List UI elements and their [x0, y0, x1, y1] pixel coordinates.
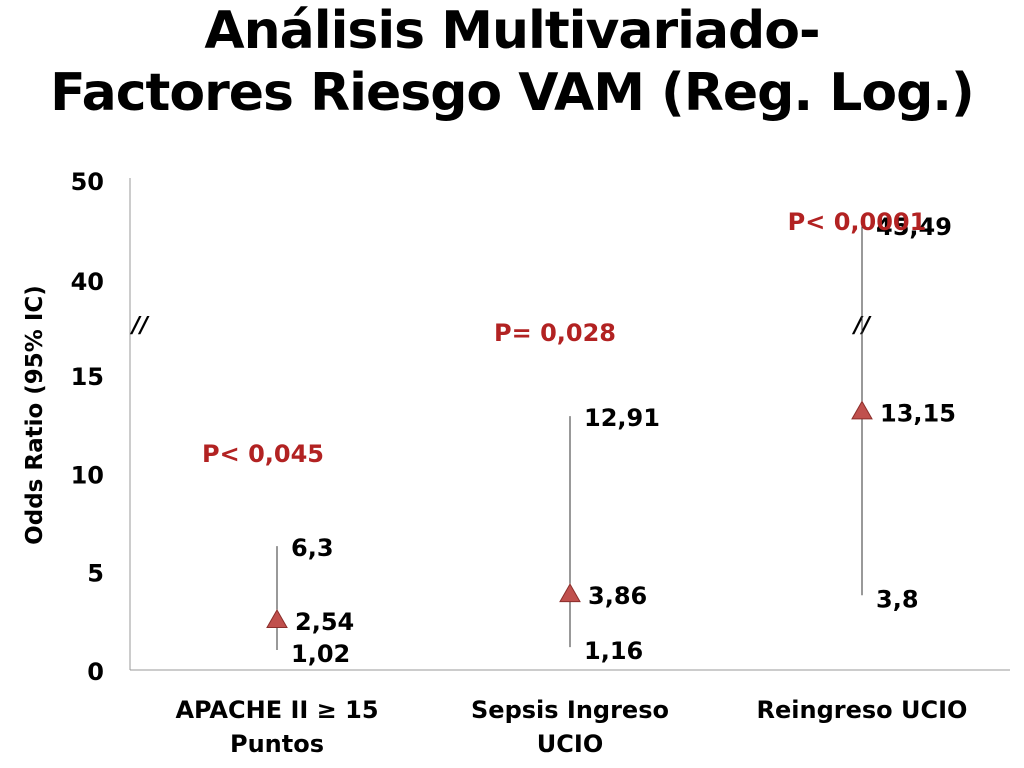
odds-ratio-marker — [266, 609, 288, 629]
chart-axes — [129, 178, 1010, 671]
ci-upper-label: 45,49 — [876, 213, 952, 241]
y-axis-label-group: Odds Ratio (95% IC) — [22, 285, 48, 545]
y-tick-label: 15 — [71, 363, 104, 391]
ci-lower-label: 1,16 — [584, 637, 643, 665]
y-tick-label: 0 — [87, 658, 104, 686]
y-tick-labels: 0 5 10 15 40 50 — [71, 168, 104, 686]
x-category-label-line1: APACHE II ≥ 15 — [175, 696, 378, 724]
y-axis-label: Odds Ratio (95% IC) — [22, 285, 48, 545]
odds-ratio-label: 2,54 — [295, 608, 354, 636]
x-category-label-line2: UCIO — [537, 730, 603, 758]
ci-lower-label: 3,8 — [876, 585, 919, 613]
x-category-label-line1: Reingreso UCIO — [757, 696, 968, 724]
y-tick-label: 40 — [71, 268, 104, 296]
chart-title-line2: Factores Riesgo VAM (Reg. Log.) — [50, 63, 975, 123]
chart-marks: 6,3 2,54 1,02 12,91 3,86 1,16 45,49 13,15 3,8 P< … — [202, 208, 956, 668]
axis-break-marks: // // — [129, 314, 872, 339]
p-value-label: P< 0,045 — [202, 440, 324, 468]
chart-title: Análisis Multivariado- Factores Riesgo V… — [0, 0, 1024, 124]
ci-upper-label: 6,3 — [291, 534, 334, 562]
x-category-label-line2: Puntos — [230, 730, 324, 758]
y-tick-label: 50 — [71, 168, 104, 196]
ci-upper-label: 12,91 — [584, 404, 660, 432]
odds-ratio-label: 13,15 — [880, 399, 956, 427]
x-category-label-line1: Sepsis Ingreso — [471, 696, 669, 724]
y-tick-label: 5 — [87, 560, 104, 588]
odds-ratio-label: 3,86 — [588, 582, 647, 610]
x-category-labels: APACHE II ≥ 15 Puntos Sepsis Ingreso UCIO Re… — [175, 696, 967, 758]
chart-title-line1: Análisis Multivariado- — [204, 1, 820, 61]
axis-break-mark: // — [129, 314, 150, 339]
odds-ratio-marker — [559, 583, 581, 603]
whisker-break-mark: // — [851, 314, 872, 339]
p-value-label: P< 0,0001 — [788, 208, 927, 236]
y-tick-label: 10 — [71, 461, 104, 489]
p-value-label: P= 0,028 — [494, 319, 616, 347]
ci-lower-label: 1,02 — [291, 640, 350, 668]
odds-ratio-marker — [851, 400, 873, 420]
